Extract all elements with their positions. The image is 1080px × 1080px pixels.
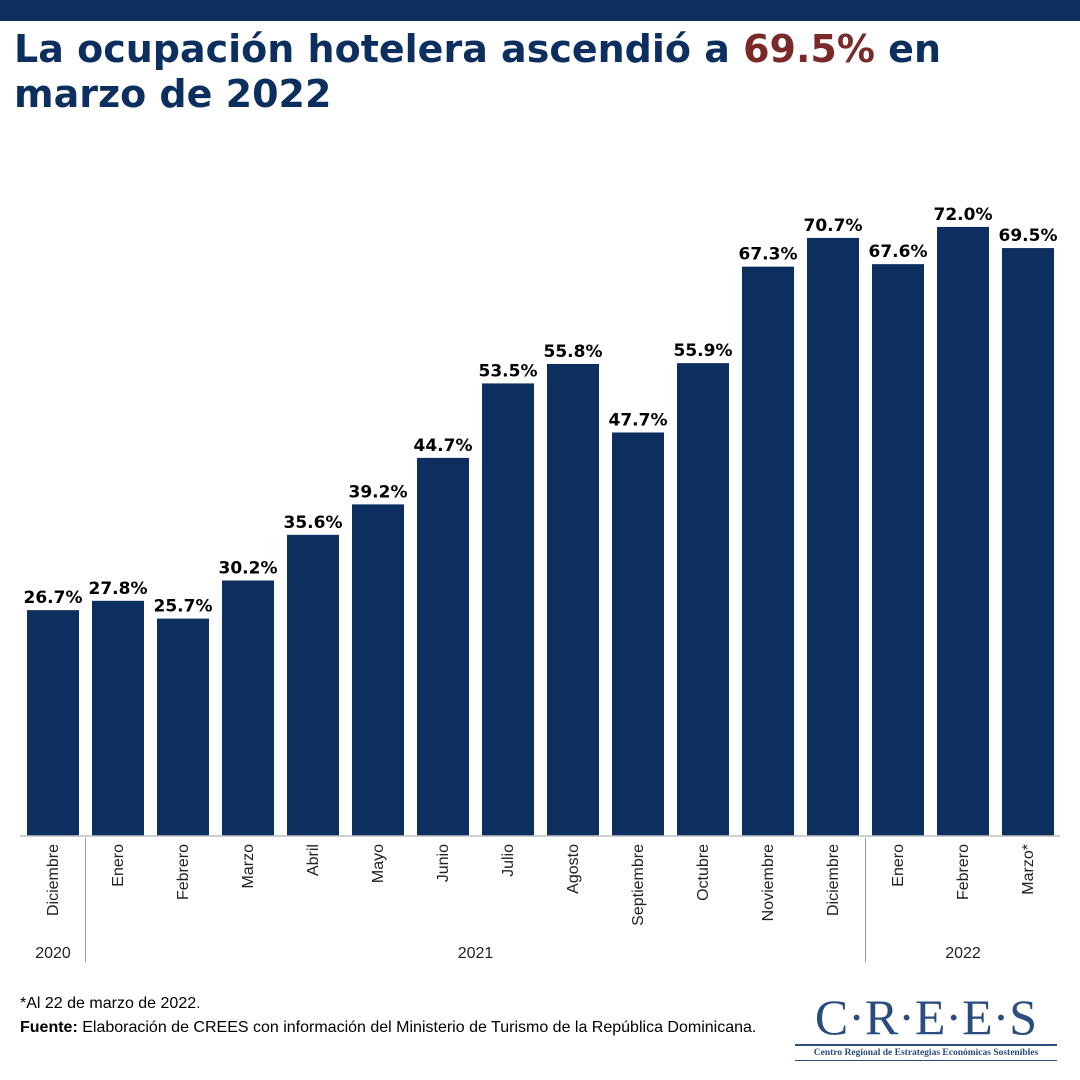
bar: [92, 600, 144, 836]
bar: [157, 618, 209, 836]
logo-wordmark: C·R·E·E·S: [814, 989, 1038, 1045]
logo-subtitle: Centro Regional de Estrategias Económica…: [813, 1048, 1039, 1058]
bar: [222, 580, 274, 836]
value-label: 25.7%: [154, 597, 213, 617]
category-labels-group: Diciembre Enero Febrero Marzo Abril Mayo Junio…: [45, 844, 1037, 926]
title-highlight: 69.5%: [743, 27, 875, 71]
value-label: 67.6%: [869, 242, 928, 262]
bar: [807, 237, 859, 837]
bar-chart: 26.7% 27.8% 25.7% 30.2% 35.6% 39.2% 44.7% 53.5%…: [20, 205, 1060, 962]
crees-logo: C·R·E·E·S Centro Regional de Estrategias…: [793, 990, 1059, 1066]
title-text-after: en marzo de 2022: [14, 27, 942, 116]
bar: [547, 363, 599, 836]
bar: [287, 534, 339, 836]
value-labels-group: 26.7% 27.8% 25.7% 30.2% 35.6% 39.2% 44.7% 53.5%…: [24, 205, 1058, 617]
footnote-note: *Al 22 de marzo de 2022.: [20, 995, 201, 1012]
value-label: 27.8%: [89, 579, 148, 599]
value-label: 39.2%: [349, 482, 408, 502]
value-label: 47.7%: [609, 410, 668, 430]
year-label: 2021: [458, 945, 494, 962]
footnote-source: Fuente: Elaboración de CREES con informa…: [20, 1016, 780, 1040]
category-label: Enero: [110, 844, 127, 887]
bar: [27, 610, 79, 836]
bar: [612, 432, 664, 836]
category-label: Septiembre: [630, 844, 647, 926]
value-label: 53.5%: [479, 361, 538, 381]
bar: [742, 266, 794, 837]
category-label: Diciembre: [825, 844, 842, 916]
bar: [872, 264, 924, 837]
bar: [482, 383, 534, 836]
footnote: *Al 22 de marzo de 2022. Fuente: Elabora…: [20, 992, 780, 1040]
category-label: Marzo*: [1020, 844, 1037, 895]
value-label: 67.3%: [739, 245, 798, 265]
value-label: 70.7%: [804, 216, 863, 236]
bar: [677, 363, 729, 836]
value-label: 35.6%: [284, 513, 343, 533]
bar: [417, 457, 469, 836]
source-text: Elaboración de CREES con información del…: [77, 1019, 757, 1036]
year-label: 2022: [945, 945, 981, 962]
year-label: 2020: [35, 945, 71, 962]
year-groups: 2020 2021 2022: [35, 838, 981, 962]
category-label: Febrero: [175, 844, 192, 900]
bar: [352, 504, 404, 836]
category-label: Febrero: [955, 844, 972, 900]
category-label: Diciembre: [45, 844, 62, 916]
value-label: 30.2%: [219, 559, 278, 579]
value-label: 44.7%: [414, 436, 473, 456]
top-banner: [0, 0, 1080, 21]
value-label: 26.7%: [24, 588, 83, 608]
category-label: Marzo: [240, 844, 257, 889]
category-label: Octubre: [695, 844, 712, 901]
category-label: Noviembre: [760, 844, 777, 921]
category-label: Junio: [435, 844, 452, 882]
category-label: Abril: [305, 844, 322, 876]
category-label: Agosto: [565, 844, 582, 894]
chart-title: La ocupación hotelera ascendió a 69.5% e…: [14, 27, 1074, 117]
title-text-before: La ocupación hotelera ascendió a: [14, 27, 744, 71]
value-label: 55.9%: [674, 341, 733, 361]
category-label: Enero: [890, 844, 907, 887]
bar: [1002, 248, 1054, 836]
value-label: 69.5%: [999, 226, 1058, 246]
source-label: Fuente:: [20, 1019, 78, 1036]
category-label: Mayo: [370, 844, 387, 883]
value-label: 55.8%: [544, 342, 603, 362]
logo-rule: [795, 1044, 1057, 1046]
bar: [937, 226, 989, 836]
logo-rule-bottom: [795, 1060, 1057, 1061]
value-label: 72.0%: [934, 205, 993, 225]
category-label: Julio: [500, 844, 517, 877]
bars-group: [27, 226, 1054, 837]
